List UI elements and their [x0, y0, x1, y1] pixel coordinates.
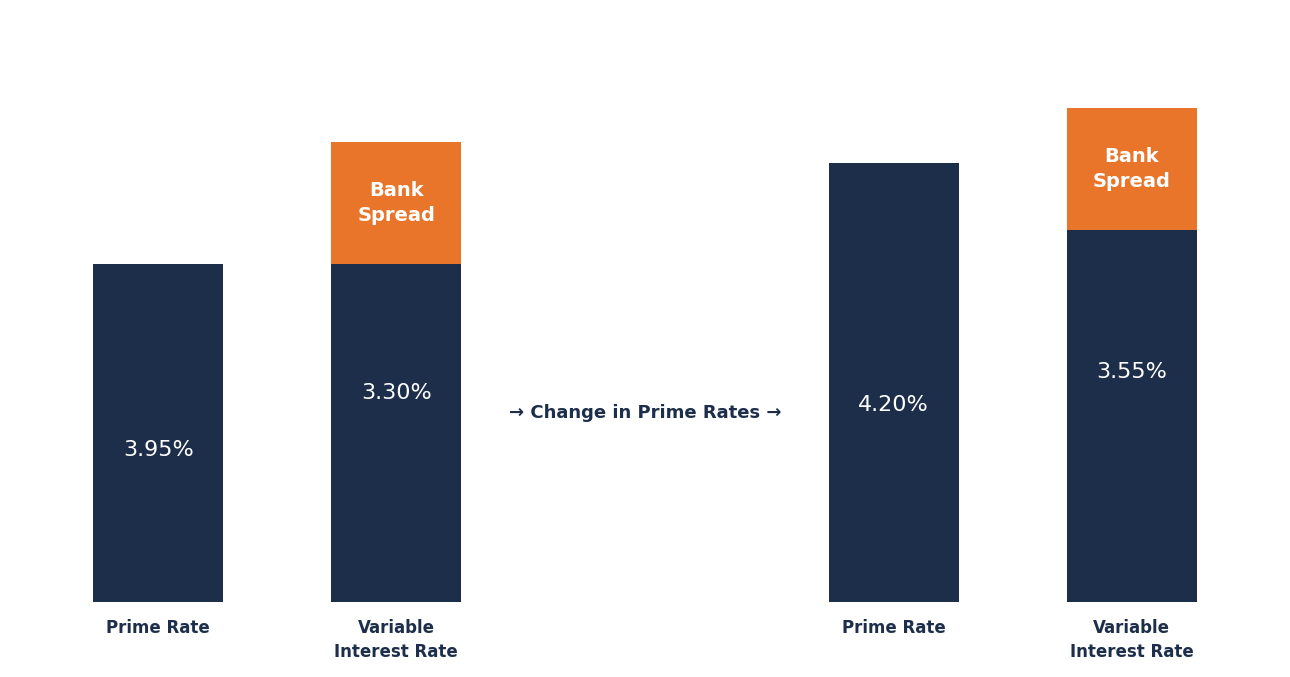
- Bar: [1067, 230, 1197, 603]
- Text: Bank
Spread: Bank Spread: [357, 181, 435, 225]
- Text: Variable
Interest Rate: Variable Interest Rate: [334, 619, 458, 661]
- Text: → Change in Prime Rates →: → Change in Prime Rates →: [508, 404, 782, 422]
- Text: 3.95%: 3.95%: [123, 440, 194, 460]
- Text: 3.30%: 3.30%: [361, 383, 432, 403]
- Bar: [93, 264, 223, 603]
- Text: Prime Rate: Prime Rate: [842, 619, 946, 638]
- Text: Bank
Spread: Bank Spread: [1093, 148, 1170, 192]
- Text: 4.20%: 4.20%: [858, 395, 929, 414]
- Text: 3.55%: 3.55%: [1096, 362, 1167, 382]
- Bar: [1067, 108, 1197, 230]
- Bar: [332, 264, 461, 603]
- Bar: [829, 162, 958, 603]
- Text: Prime Rate: Prime Rate: [107, 619, 210, 638]
- Bar: [332, 142, 461, 264]
- Text: Variable
Interest Rate: Variable Interest Rate: [1069, 619, 1193, 661]
